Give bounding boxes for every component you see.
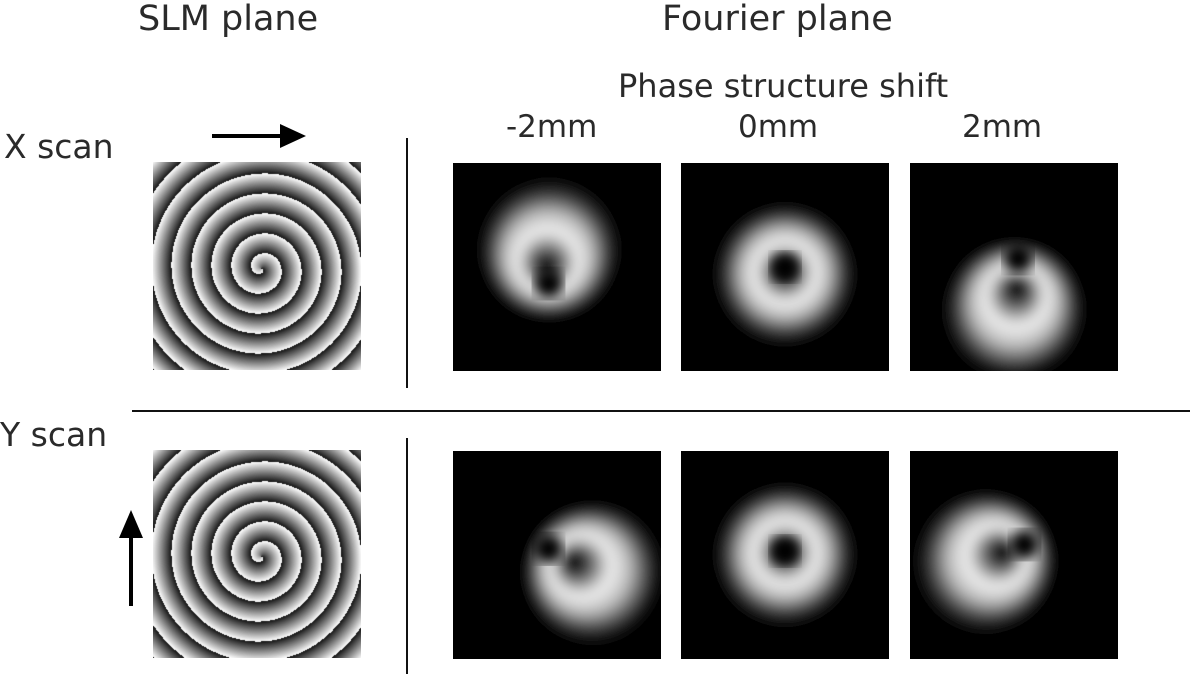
donut-dark-core bbox=[771, 253, 799, 281]
shift-label-0mm: 0mm bbox=[738, 109, 819, 145]
fourier-panel-y-0mm bbox=[681, 451, 889, 659]
x-scan-label: X scan bbox=[4, 127, 114, 166]
shift-label-minus-2mm: -2mm bbox=[506, 109, 598, 145]
column-divider-top bbox=[406, 138, 408, 388]
slm-plane-header: SLM plane bbox=[138, 0, 319, 39]
donut-dark-core bbox=[1010, 530, 1039, 559]
donut-beam-spot bbox=[681, 163, 889, 371]
donut-beam-spot bbox=[910, 451, 1118, 659]
donut-dark-core bbox=[534, 534, 563, 563]
row-divider bbox=[132, 410, 1190, 412]
shift-label-2mm: 2mm bbox=[962, 109, 1043, 145]
donut-beam-spot bbox=[681, 451, 889, 659]
up-arrow-icon bbox=[119, 510, 143, 606]
donut-intensity-ring bbox=[930, 208, 1098, 371]
fourier-panel-x-0mm bbox=[681, 163, 889, 371]
y-scan-label: Y scan bbox=[0, 415, 108, 454]
fourier-panel-x-minus-2mm bbox=[453, 163, 661, 371]
slm-phase-pattern-x-scan bbox=[153, 162, 361, 370]
fourier-plane-header: Fourier plane bbox=[662, 0, 893, 39]
donut-dark-core bbox=[534, 269, 563, 298]
donut-intensity-ring bbox=[914, 475, 1081, 643]
donut-intensity-ring bbox=[469, 173, 637, 340]
phase-structure-shift-subtitle: Phase structure shift bbox=[618, 67, 949, 105]
fourier-panel-y-2mm bbox=[910, 451, 1118, 659]
donut-dark-core bbox=[771, 536, 799, 565]
fourier-panel-x-2mm bbox=[910, 163, 1118, 371]
donut-beam-spot bbox=[453, 451, 661, 659]
column-divider-bottom bbox=[406, 438, 408, 674]
right-arrow-icon bbox=[212, 124, 306, 148]
slm-phase-pattern-y-scan bbox=[153, 450, 361, 658]
donut-beam-spot bbox=[453, 163, 661, 371]
donut-beam-spot bbox=[910, 163, 1118, 371]
donut-intensity-ring bbox=[494, 482, 661, 649]
donut-dark-core bbox=[1004, 244, 1033, 273]
fourier-panel-y-minus-2mm bbox=[453, 451, 661, 659]
